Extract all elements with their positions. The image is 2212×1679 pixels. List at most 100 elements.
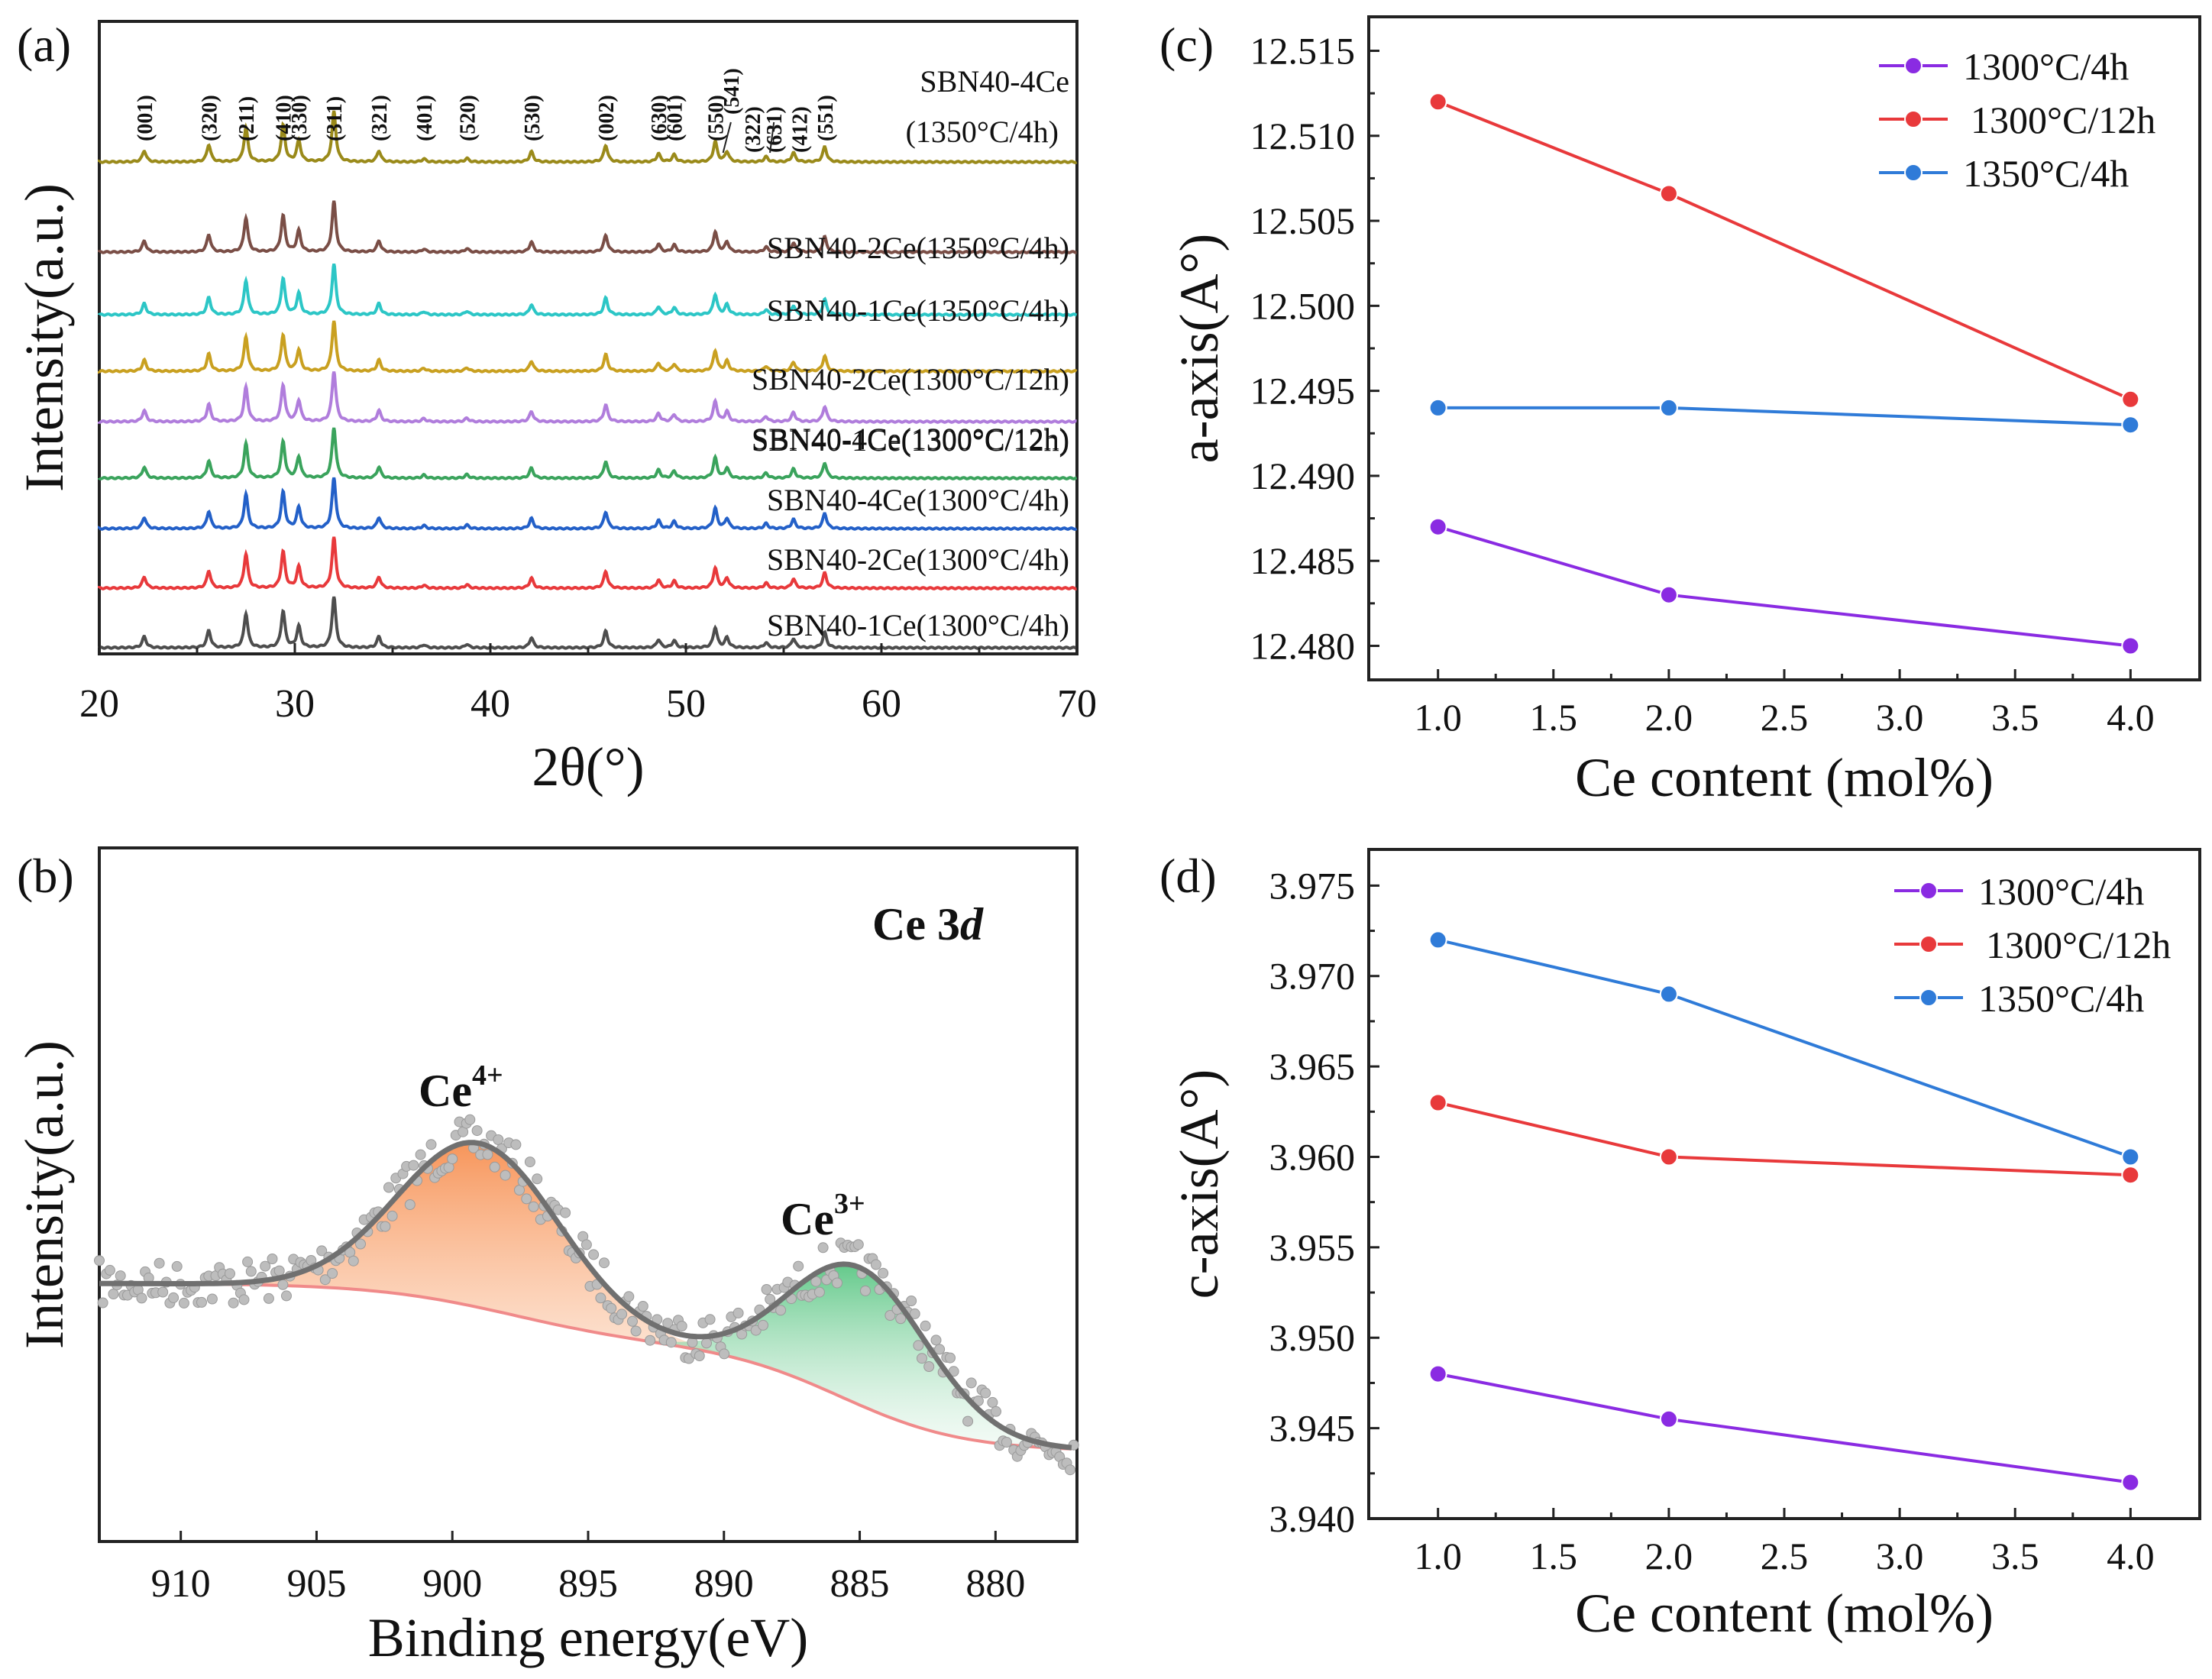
series-line bbox=[1437, 525, 2131, 648]
xps-data-point bbox=[228, 1297, 239, 1309]
xps-data-point bbox=[906, 1296, 917, 1306]
x-tick-label: 890 bbox=[694, 1562, 754, 1606]
xps-data-point bbox=[870, 1259, 881, 1270]
xrd-sample-label: SBN40-1Ce(1300°C/12h) bbox=[752, 423, 1069, 458]
xps-data-point bbox=[665, 1337, 677, 1348]
legend-swatch-marker bbox=[1919, 988, 1938, 1007]
x-tick-label: 2.0 bbox=[1645, 696, 1693, 739]
xps-data-point bbox=[637, 1301, 648, 1312]
xps-data-point bbox=[263, 1292, 274, 1304]
series-marker bbox=[2121, 1147, 2140, 1166]
panel-a-xrd: (a) SBN40-1Ce(1300°C/4h) SBN40-2Ce(1300°C… bbox=[14, 18, 1097, 797]
xps-data-point bbox=[1001, 1437, 1012, 1448]
miller-index-label: (320) bbox=[198, 95, 222, 141]
xps-data-point bbox=[319, 1274, 331, 1286]
xps-data-point bbox=[408, 1160, 419, 1171]
series-marker bbox=[1428, 398, 1447, 417]
legend-label: 1350°C/4h bbox=[1978, 977, 2144, 1020]
panel-b-y-axis-label: Intensity(a.u.) bbox=[14, 1040, 75, 1349]
y-tick-label: 3.940 bbox=[1269, 1497, 1356, 1540]
xps-data-point bbox=[277, 1279, 289, 1290]
y-tick-label: 3.970 bbox=[1269, 955, 1356, 998]
ce4-peak-label: Ce4+ bbox=[419, 1059, 503, 1116]
series-marker bbox=[1659, 398, 1678, 417]
xps-data-point bbox=[386, 1210, 398, 1221]
panel-a-y-axis-label: Intensity(a.u.) bbox=[14, 183, 75, 492]
legend-swatch-marker bbox=[1904, 57, 1923, 75]
legend-swatch-marker bbox=[1919, 935, 1938, 953]
y-tick-label: 3.965 bbox=[1269, 1045, 1356, 1088]
xps-data-point bbox=[136, 1292, 147, 1304]
xps-data-point bbox=[108, 1289, 119, 1299]
xps-data-point bbox=[316, 1245, 328, 1257]
xps-data-point bbox=[623, 1291, 635, 1302]
xps-data-point bbox=[415, 1149, 426, 1160]
xps-data-point bbox=[917, 1353, 927, 1364]
panel-b-frame bbox=[98, 846, 1079, 1543]
series-marker bbox=[2121, 390, 2140, 409]
miller-index-label: (311) bbox=[323, 96, 347, 141]
miller-index-leader bbox=[769, 121, 775, 154]
xps-data-point bbox=[704, 1314, 716, 1325]
x-tick-label: 60 bbox=[862, 682, 901, 726]
xps-data-point bbox=[832, 1277, 842, 1289]
panel-d-c-axis: (d) 1.0 1.5 2.0 2.5 3.0 3.5 4.0 3.940 3.945 3.950… bbox=[1159, 848, 2201, 1644]
series-line bbox=[1437, 1372, 2131, 1484]
xps-data-point bbox=[471, 1125, 483, 1137]
xps-data-point bbox=[168, 1292, 179, 1303]
xps-data-point bbox=[524, 1157, 535, 1168]
panel-c-a-axis: (c) 1.0 1.5 2.0 2.5 3.0 3.5 4.0 12.480 12.485 12.… bbox=[1159, 15, 2201, 808]
series-line bbox=[1437, 100, 2132, 401]
xps-data-point bbox=[627, 1315, 638, 1327]
y-tick-label: 3.945 bbox=[1269, 1407, 1356, 1450]
miller-index-label: (630) bbox=[648, 95, 671, 141]
xps-data-point bbox=[380, 1221, 391, 1232]
xps-data-point bbox=[884, 1310, 896, 1321]
xps-data-point bbox=[528, 1201, 539, 1212]
xps-data-point bbox=[934, 1344, 946, 1355]
xps-data-point bbox=[606, 1302, 617, 1314]
panel-b-x-ticks: 910 905 900 895 890 885 880 bbox=[151, 1531, 1025, 1606]
xps-data-point bbox=[817, 1242, 829, 1254]
xrd-trace bbox=[98, 263, 1078, 317]
xps-data-point bbox=[482, 1149, 493, 1160]
xrd-trace bbox=[98, 320, 1078, 374]
x-tick-label: 905 bbox=[286, 1562, 346, 1606]
xps-data-point bbox=[852, 1239, 864, 1250]
xrd-sample-label: SBN40-4Ce(1300°C/12h) bbox=[752, 422, 1069, 456]
xrd-sample-label: SBN40-4Ce bbox=[920, 64, 1069, 99]
xps-data-point bbox=[913, 1340, 924, 1351]
xps-data-point bbox=[94, 1255, 105, 1267]
x-tick-label: 20 bbox=[79, 682, 119, 726]
miller-index-label: (530) bbox=[521, 95, 545, 141]
xps-data-point bbox=[154, 1257, 165, 1269]
miller-index-label: (001) bbox=[134, 95, 157, 141]
series-marker bbox=[2121, 1166, 2140, 1185]
xps-data-point bbox=[860, 1285, 871, 1296]
xps-data-point bbox=[645, 1334, 656, 1346]
series-marker bbox=[2121, 1473, 2140, 1492]
series-line bbox=[1437, 406, 2131, 427]
ce3-peak-label: Ce3+ bbox=[781, 1188, 865, 1244]
xps-data-point bbox=[923, 1361, 935, 1372]
x-tick-label: 880 bbox=[965, 1562, 1025, 1606]
miller-index-label: (520) bbox=[456, 95, 480, 141]
xps-data-point bbox=[348, 1255, 359, 1267]
xrd-sample-label: SBN40-2Ce(1300°C/12h) bbox=[752, 362, 1069, 396]
y-tick-label: 12.480 bbox=[1250, 624, 1356, 667]
xps-data-point bbox=[425, 1139, 437, 1150]
miller-index-label: (401) bbox=[413, 95, 437, 141]
xps-data-point bbox=[701, 1338, 712, 1349]
xps-data-point bbox=[97, 1297, 108, 1309]
xps-data-point bbox=[813, 1286, 825, 1298]
xps-data-point bbox=[464, 1114, 476, 1125]
x-tick-label: 4.0 bbox=[2107, 1535, 2155, 1577]
miller-index-label: (631) bbox=[763, 106, 787, 153]
xps-data-point bbox=[775, 1305, 787, 1316]
xps-data-point bbox=[532, 1173, 543, 1185]
x-tick-label: 50 bbox=[666, 682, 706, 726]
panel-d-label: (d) bbox=[1159, 849, 1217, 903]
x-tick-label: 1.0 bbox=[1414, 1535, 1462, 1577]
series-marker bbox=[2121, 416, 2140, 435]
xps-fit-envelope bbox=[99, 1140, 1072, 1451]
